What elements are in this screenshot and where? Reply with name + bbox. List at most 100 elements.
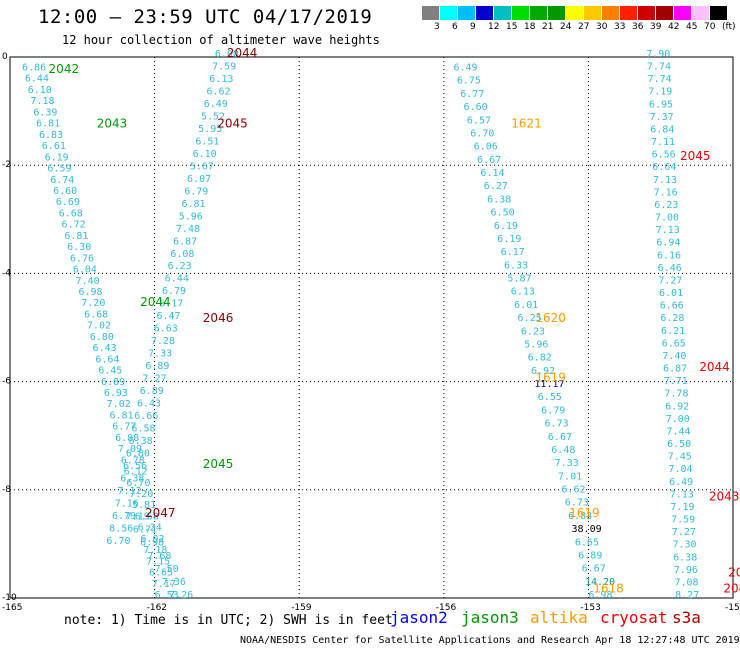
- wave-height-value: 7.19: [648, 87, 672, 98]
- wave-height-value: 6.21: [661, 326, 685, 337]
- wave-height-value: 6.93: [104, 388, 128, 399]
- wave-height-value: 6.17: [159, 299, 183, 310]
- wave-height-value: 6.73: [565, 498, 589, 509]
- legend-label: 36: [632, 22, 644, 32]
- page-title: 12:00 – 23:59 UTC 04/17/2019: [38, 6, 373, 28]
- wave-height-value: 6.23: [654, 200, 678, 211]
- wave-height-value: 6.13: [511, 287, 535, 298]
- wave-height-value: 6.98: [588, 590, 612, 601]
- wave-height-value: 6.67: [477, 155, 501, 166]
- wave-height-value: 6.79: [541, 405, 565, 416]
- wave-height-value: 6.01: [659, 288, 683, 299]
- pass-time-label: 1620: [535, 311, 566, 325]
- wave-height-value: 6.39: [33, 107, 57, 118]
- wave-height-value: 6.38: [129, 436, 153, 447]
- legend-swatch: [638, 6, 656, 20]
- pass-time-label: 1618: [593, 582, 624, 596]
- wave-height-value: 7.96: [674, 565, 698, 576]
- wave-height-value: 6.98: [78, 287, 102, 298]
- wave-height-value: 6.89: [101, 377, 125, 388]
- wave-height-value: 7.09: [118, 444, 142, 455]
- wave-height-value: 7.20: [129, 489, 153, 500]
- wave-height-value: 6.01: [514, 300, 538, 311]
- legend-label: 3: [434, 22, 440, 32]
- legend-swatch: [656, 6, 674, 20]
- wave-height-value: 8.27: [675, 590, 699, 601]
- color-scale-legend: [422, 6, 728, 20]
- wave-height-value: 6.60: [464, 102, 488, 113]
- wave-height-value: 6.98: [140, 538, 164, 549]
- wave-height-value: 6.10: [28, 85, 52, 96]
- wave-height-value: 5.81: [132, 500, 156, 511]
- wave-height-value: 7.59: [212, 61, 236, 72]
- legend-label: 30: [596, 22, 608, 32]
- wave-height-value: 6.27: [484, 181, 508, 192]
- wave-height-value: 7.27: [672, 527, 696, 538]
- wave-height-value: 6.89: [140, 386, 164, 397]
- wave-height-value: 6.80: [90, 332, 114, 343]
- pass-time-label: 2043: [97, 116, 128, 130]
- wave-height-value: 7.26: [169, 590, 193, 601]
- y-tick-label: -6: [2, 377, 11, 387]
- legend-label: 15: [506, 22, 518, 32]
- wave-height-value: 6.04: [73, 265, 97, 276]
- wave-height-value: 6.38: [120, 473, 144, 484]
- wave-height-value: 6.48: [551, 445, 575, 456]
- wave-height-value: 6.25: [518, 313, 542, 324]
- wave-height-value: 6.67: [582, 564, 606, 575]
- legend-label: 18: [524, 22, 536, 32]
- pass-time-label: 2044: [140, 295, 171, 309]
- wave-height-value: 6.79: [184, 186, 208, 197]
- wave-height-value: 6.83: [568, 511, 592, 522]
- pass-time-label: 2043: [709, 490, 740, 504]
- wave-height-value: 6.80: [126, 449, 150, 460]
- y-tick-label: -4: [2, 268, 11, 278]
- pass-time-label: 1619: [535, 371, 566, 385]
- wave-height-value: 6.69: [56, 197, 80, 208]
- wave-height-value: 6.30: [67, 242, 91, 253]
- wave-height-value: 7.74: [647, 62, 671, 73]
- wave-height-value: 6.49: [453, 63, 477, 74]
- wave-height-value: 7.18: [143, 545, 167, 556]
- legend-swatch: [458, 6, 476, 20]
- wave-height-value: 6.76: [70, 253, 94, 264]
- wave-height-value: 6.12: [124, 467, 148, 478]
- y-tick-label: -10: [2, 593, 17, 603]
- pass-time-label: 2045: [203, 457, 234, 471]
- legend-label: 27: [578, 22, 590, 32]
- wave-height-value: 6.81: [64, 231, 88, 242]
- legend-label: 24: [560, 22, 572, 32]
- legend-label: 45: [686, 22, 698, 32]
- wave-height-value: 6.23: [168, 261, 192, 272]
- satellite-legend-altika: altika: [530, 608, 588, 627]
- wave-height-value: 6.87: [663, 364, 687, 375]
- pass-time-label: 2042: [49, 62, 80, 76]
- x-tick-label: -153: [580, 603, 600, 613]
- wave-height-value: 6.51: [195, 136, 219, 147]
- satellite-legend-jason2: jason2: [390, 608, 448, 627]
- wave-height-value: 6.33: [504, 260, 528, 271]
- wave-height-value: 6.59: [47, 164, 71, 175]
- wave-height-value: 6.19: [45, 152, 69, 163]
- wave-height-value: 7.18: [31, 96, 55, 107]
- wave-height-value: 6.70: [470, 128, 494, 139]
- legend-swatch: [710, 6, 728, 20]
- wave-height-value: 6.79: [162, 286, 186, 297]
- wave-height-value: 7.40: [662, 351, 686, 362]
- wave-height-value: 6.77: [112, 422, 136, 433]
- legend-swatch: [512, 6, 530, 20]
- wave-height-value: 6.53: [155, 590, 179, 601]
- wave-height-value: 6.81: [109, 410, 133, 421]
- wave-height-value: 6.17: [501, 247, 525, 258]
- wave-height-value: 6.49: [204, 99, 228, 110]
- wave-height-value: 6.89: [578, 550, 602, 561]
- wave-height-value: 7.15: [146, 556, 170, 567]
- wave-height-value: 6.65: [149, 568, 173, 579]
- legend-label: 42: [668, 22, 680, 32]
- wave-height-value: 6.66: [134, 411, 158, 422]
- wave-height-value: 6.94: [656, 238, 680, 249]
- wave-height-value: 6.38: [487, 194, 511, 205]
- wave-height-value: 6.46: [658, 263, 682, 274]
- x-tick-label: -162: [147, 603, 167, 613]
